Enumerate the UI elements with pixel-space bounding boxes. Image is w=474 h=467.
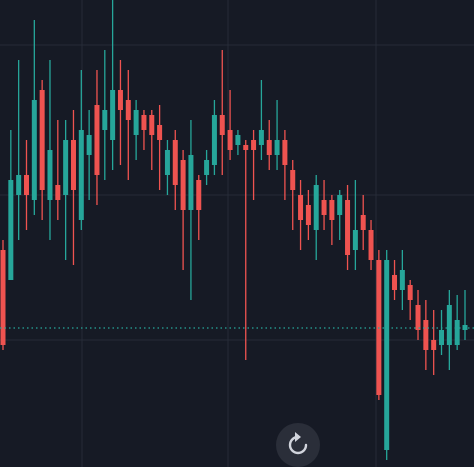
candle-body	[110, 90, 116, 140]
candle-body	[415, 305, 421, 330]
candle-body	[454, 320, 460, 345]
candle-body	[157, 125, 163, 140]
candle-body	[31, 100, 37, 200]
candle-body	[180, 160, 186, 210]
candle-body	[86, 135, 92, 155]
candle-body	[125, 100, 131, 120]
candle-body	[407, 285, 413, 300]
candle-body	[204, 160, 210, 175]
candle-body	[172, 140, 178, 185]
candle-body	[219, 115, 225, 135]
candle-body	[399, 270, 405, 290]
candle-body	[133, 110, 139, 135]
candle-body	[290, 170, 296, 190]
candle-body	[329, 200, 335, 220]
candle-body	[462, 325, 468, 330]
candle-body	[47, 150, 53, 200]
candle-body	[423, 320, 429, 350]
reset-button-bg[interactable]	[276, 423, 320, 467]
reset-icon-arrow	[295, 432, 301, 442]
candle-body	[8, 180, 14, 280]
candle-body	[337, 195, 343, 215]
candle-body	[266, 140, 272, 155]
reset-button[interactable]	[276, 423, 320, 467]
candle-body	[345, 200, 351, 255]
candles	[0, 0, 468, 460]
candle-body	[94, 105, 100, 175]
candle-body	[78, 130, 84, 220]
candle-body	[196, 180, 202, 210]
candle-body	[149, 115, 155, 135]
candle-body	[227, 130, 233, 150]
reset-icon	[288, 435, 308, 455]
candle-body	[282, 140, 288, 165]
candle-body	[235, 135, 241, 145]
candle-body	[321, 200, 327, 215]
candle-body	[392, 275, 398, 290]
candle-body	[63, 140, 69, 195]
candle-body	[368, 230, 374, 260]
candle-body	[0, 250, 6, 345]
candle-body	[102, 110, 108, 130]
candle-body	[117, 90, 123, 110]
candle-body	[439, 330, 445, 345]
candle-body	[141, 115, 147, 130]
candle-body	[70, 140, 76, 190]
candle-body	[384, 260, 390, 450]
candle-body	[298, 195, 304, 220]
candle-body	[258, 130, 264, 145]
candle-body	[251, 140, 257, 150]
candle-body	[39, 90, 45, 190]
candle-body	[305, 205, 311, 225]
candle-body	[55, 185, 61, 200]
candle-body	[313, 185, 319, 230]
candle-body	[431, 340, 437, 350]
candle-body	[243, 145, 249, 150]
candle-body	[274, 140, 280, 155]
candle-body	[211, 115, 217, 165]
candle-body	[164, 150, 170, 175]
candle-body	[188, 155, 194, 210]
candle-body	[446, 305, 452, 345]
candle-body	[360, 215, 366, 230]
candle-body	[16, 175, 22, 195]
candle-body	[352, 230, 358, 250]
candle-body	[23, 175, 29, 195]
